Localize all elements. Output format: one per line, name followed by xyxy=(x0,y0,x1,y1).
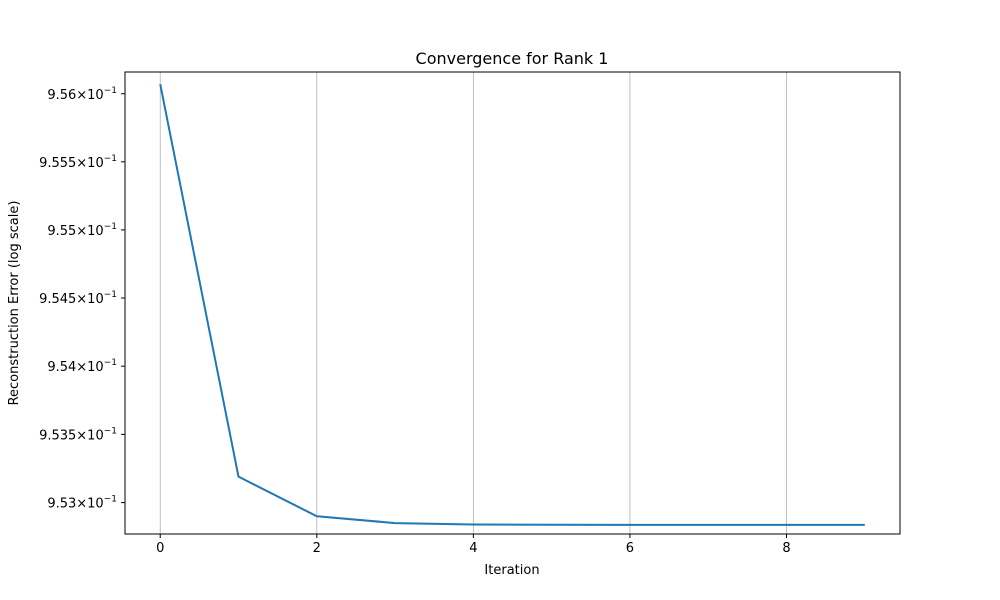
chart-title: Convergence for Rank 1 xyxy=(416,49,609,68)
series-layer xyxy=(159,84,865,526)
grid-lines xyxy=(159,72,787,534)
y-axis-label: Reconstruction Error (log scale) xyxy=(7,201,22,406)
x-axis-ticks: 0 2 4 6 8 xyxy=(156,534,791,556)
y-tick-label: 9.555×10−1 xyxy=(39,154,117,171)
series-line xyxy=(159,84,865,526)
y-tick-label: 9.545×10−1 xyxy=(39,290,117,307)
y-tick-label: 9.56×10−1 xyxy=(47,86,117,103)
x-tick-label: 8 xyxy=(782,541,790,556)
y-tick-label: 9.54×10−1 xyxy=(47,358,117,375)
x-tick-label: 6 xyxy=(626,541,634,556)
x-axis-label: Iteration xyxy=(484,563,539,578)
x-tick-label: 2 xyxy=(313,541,321,556)
plot-area-frame xyxy=(124,71,901,535)
y-tick-label: 9.53×10−1 xyxy=(47,495,117,512)
x-tick-label: 4 xyxy=(469,541,477,556)
x-tick-label: 0 xyxy=(156,541,164,556)
y-axis-ticks: 9.53×10−1 9.535×10−1 9.54×10−1 9.545×10−1 9.… xyxy=(39,86,125,512)
y-tick-label: 9.55×10−1 xyxy=(47,222,117,239)
y-tick-label: 9.535×10−1 xyxy=(39,426,117,443)
